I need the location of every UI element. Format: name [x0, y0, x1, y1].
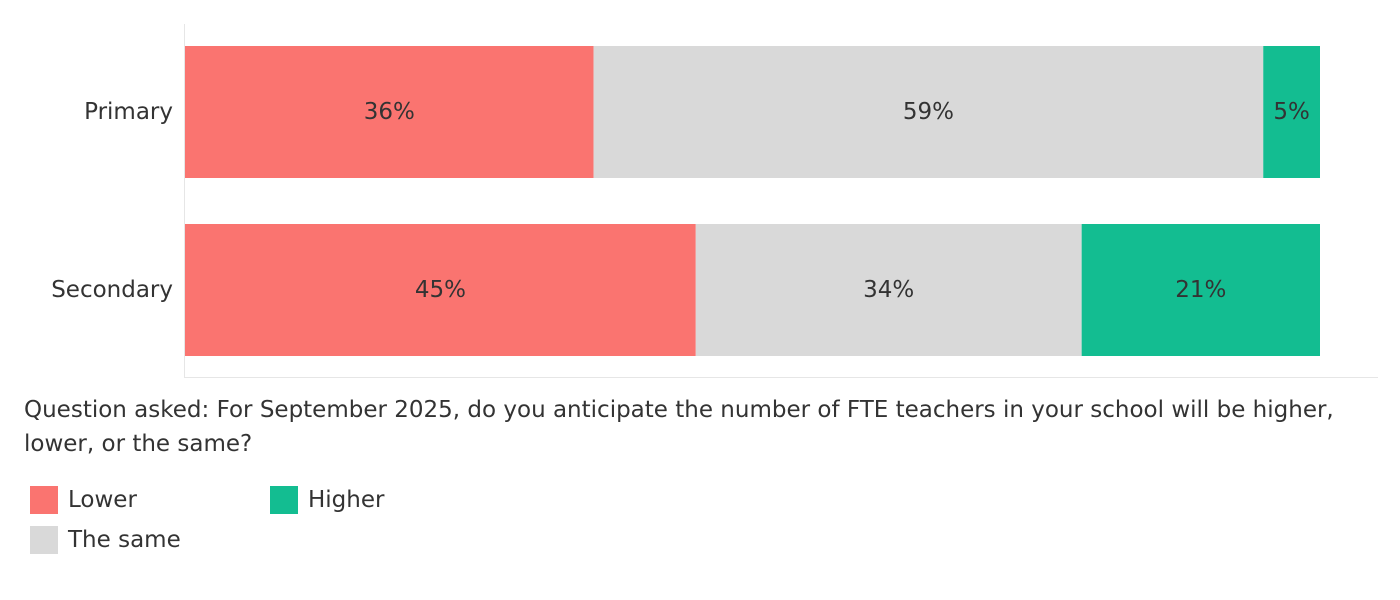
legend-swatch-lower — [30, 486, 58, 514]
legend-swatch-the-same — [30, 526, 58, 554]
legend-swatch-higher — [270, 486, 298, 514]
question-note: Question asked: For September 2025, do y… — [24, 397, 1334, 457]
legend-label-higher: Higher — [308, 487, 385, 513]
legend-item-the-same[interactable]: The same — [30, 526, 270, 554]
legend: Lower Higher The same — [30, 486, 510, 554]
bar-primary-lower[interactable] — [185, 46, 594, 178]
data-label-secondary-higher: 21% — [1175, 277, 1226, 303]
data-label-primary-the-same: 59% — [903, 99, 954, 125]
category-label-secondary: Secondary — [51, 277, 173, 303]
category-label-primary: Primary — [84, 99, 173, 125]
bar-primary-higher[interactable] — [1263, 46, 1320, 178]
data-label-primary-lower: 36% — [364, 99, 415, 125]
bar-secondary-the-same[interactable] — [695, 224, 1082, 356]
bar-secondary-lower[interactable] — [185, 224, 696, 356]
legend-item-lower[interactable]: Lower — [30, 486, 270, 514]
data-label-secondary-the-same: 34% — [863, 277, 914, 303]
bar-primary-the-same[interactable] — [593, 46, 1264, 178]
legend-item-higher[interactable]: Higher — [270, 486, 510, 514]
data-label-secondary-lower: 45% — [415, 277, 466, 303]
legend-label-the-same: The same — [68, 527, 181, 553]
bar-secondary-higher[interactable] — [1081, 224, 1320, 356]
data-label-primary-higher: 5% — [1273, 99, 1310, 125]
legend-label-lower: Lower — [68, 487, 137, 513]
stacked-bar-chart: Primary 36% 59% 5% Secondary 45% 34% 21% — [51, 24, 1378, 378]
